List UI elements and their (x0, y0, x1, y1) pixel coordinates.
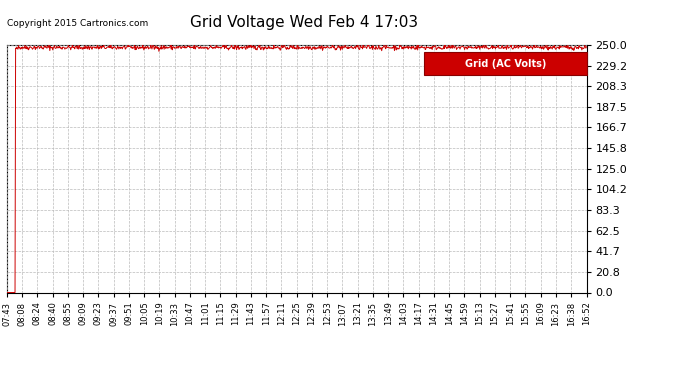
Text: Grid (AC Volts): Grid (AC Volts) (464, 58, 546, 69)
Text: Copyright 2015 Cartronics.com: Copyright 2015 Cartronics.com (7, 19, 148, 28)
FancyBboxPatch shape (424, 53, 586, 75)
Text: Grid Voltage Wed Feb 4 17:03: Grid Voltage Wed Feb 4 17:03 (190, 15, 417, 30)
